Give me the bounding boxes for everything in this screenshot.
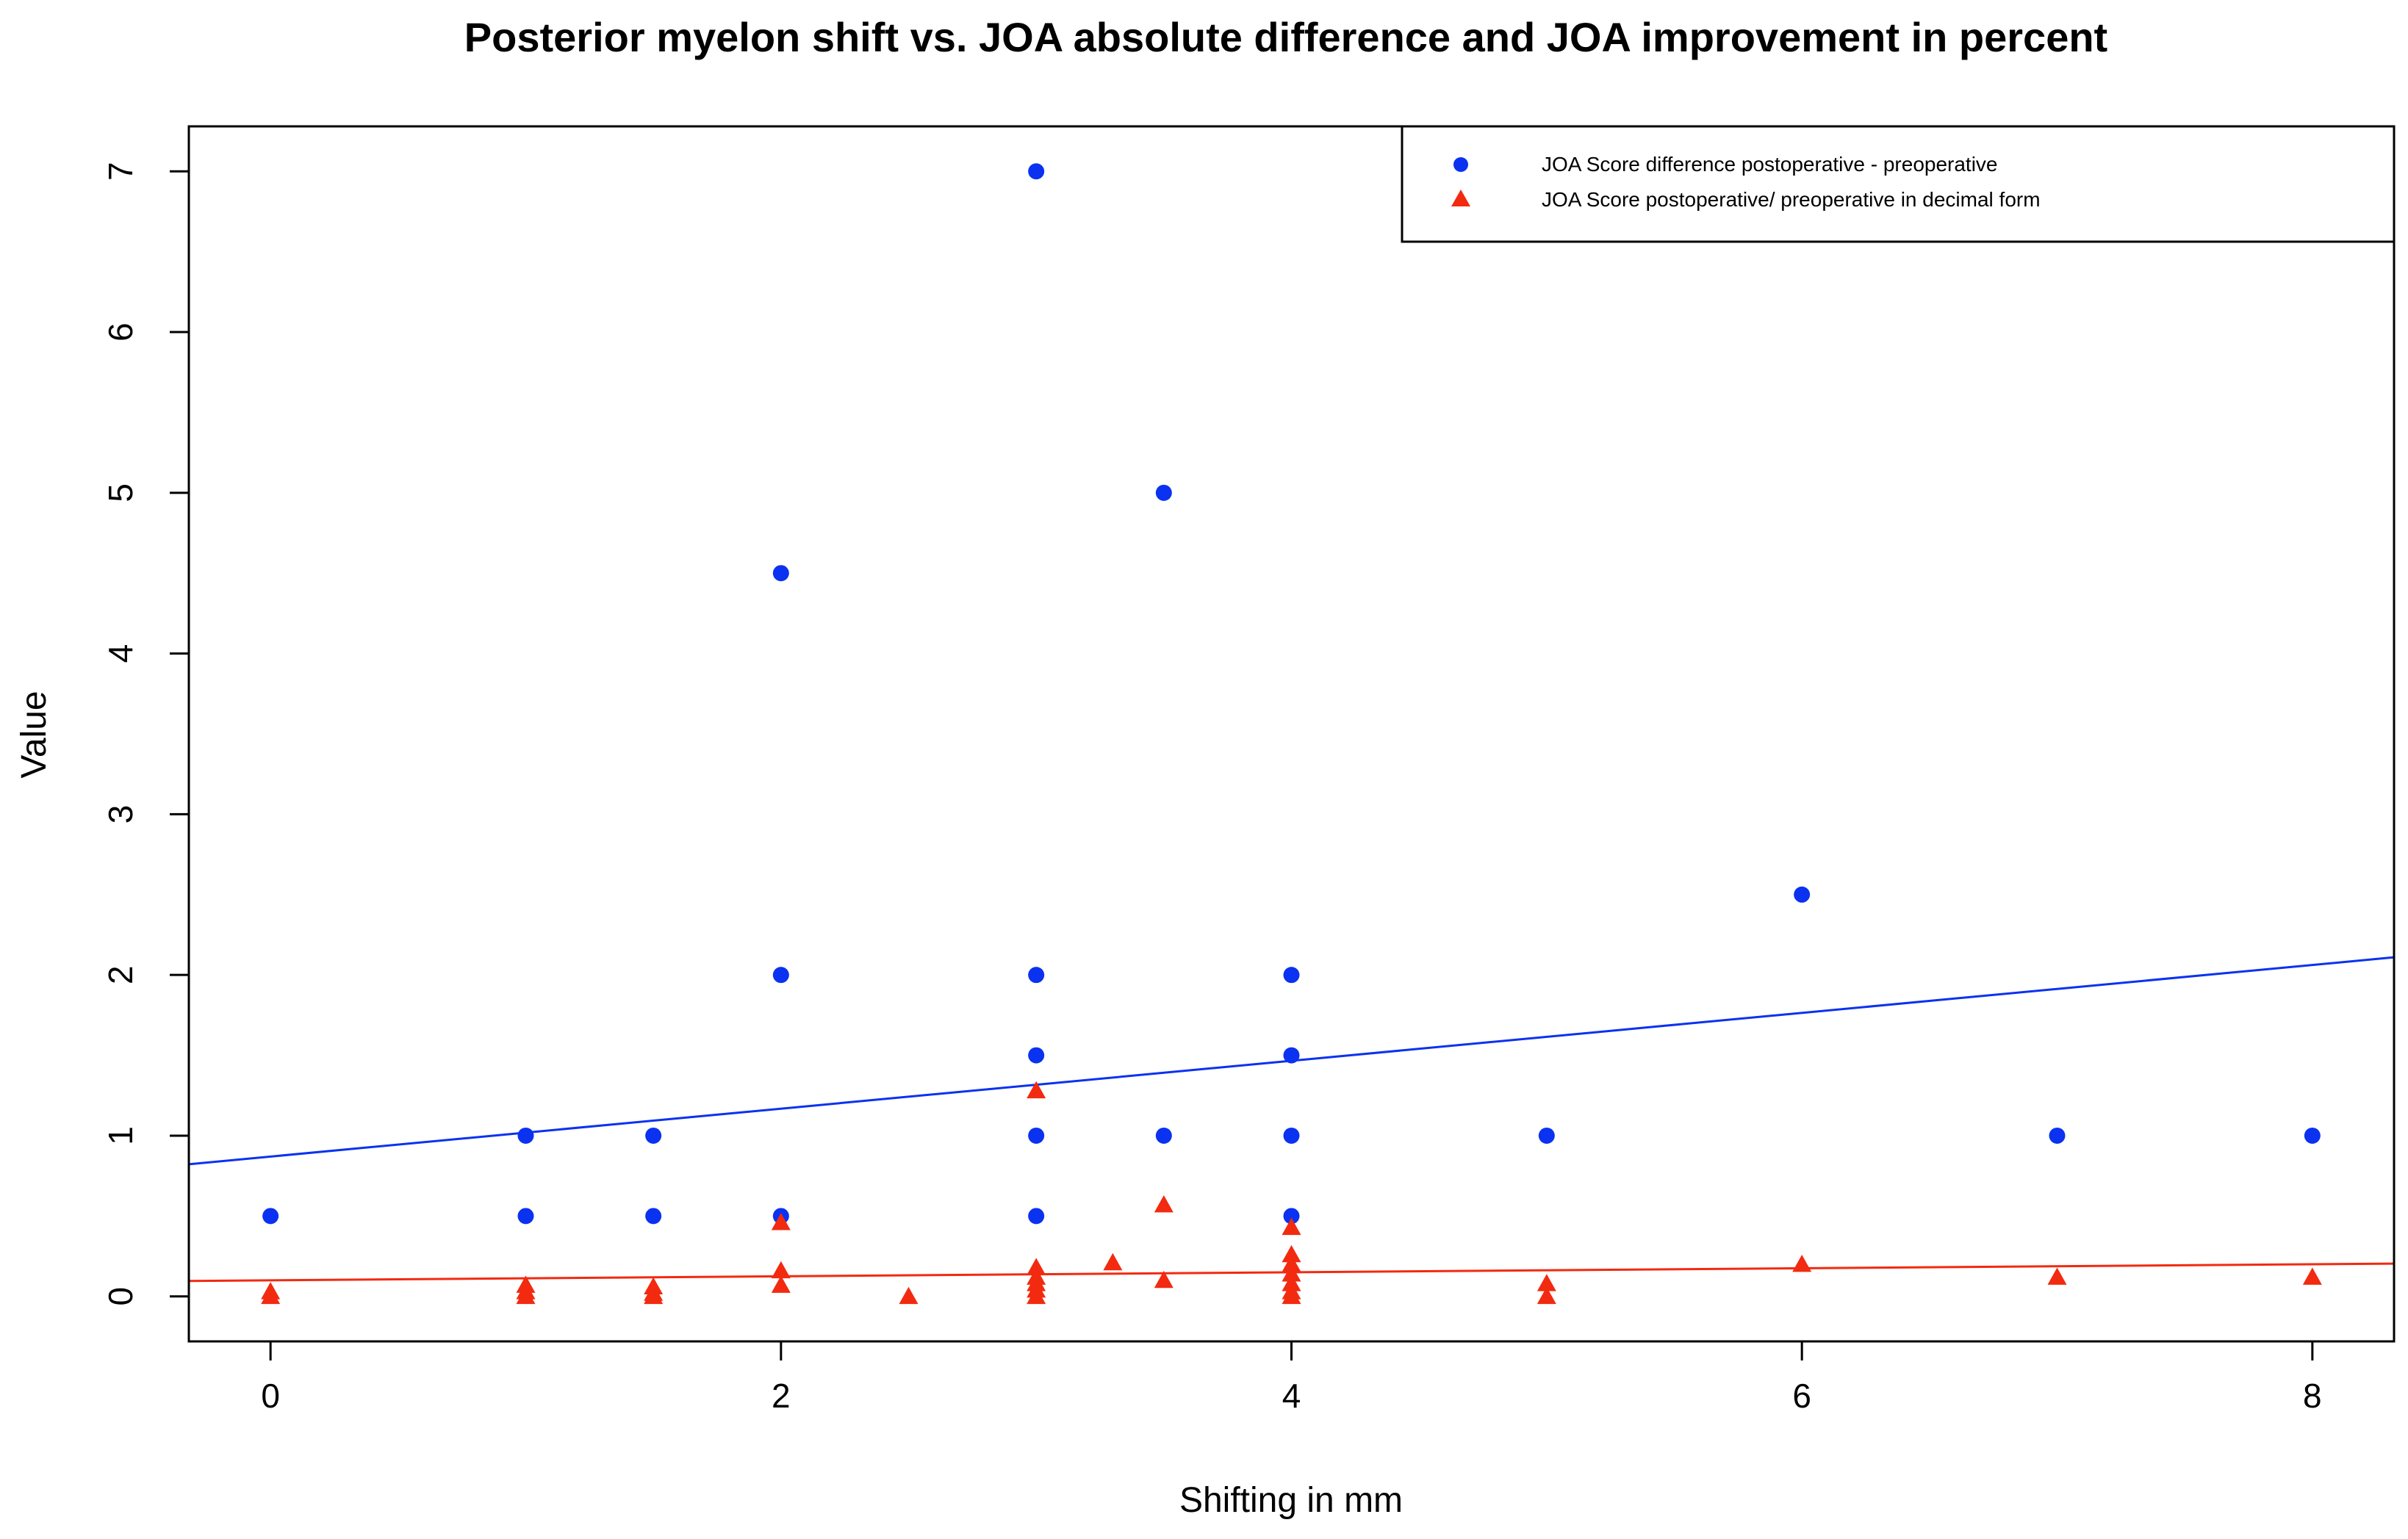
data-point-difference — [2049, 1127, 2066, 1144]
data-point-ratio — [1154, 1270, 1174, 1288]
y-axis-label: Value — [15, 691, 54, 778]
data-point-ratio — [261, 1286, 281, 1305]
data-point-difference — [772, 967, 789, 984]
data-point-ratio — [644, 1286, 664, 1305]
data-point-difference — [1283, 1127, 1300, 1144]
data-point-ratio — [1027, 1286, 1046, 1305]
data-point-difference — [1028, 967, 1045, 984]
legend: JOA Score difference postoperative - pre… — [1401, 125, 2396, 243]
y-tick-label: 2 — [101, 965, 140, 984]
y-tick-label: 7 — [101, 162, 140, 181]
data-point-ratio — [1282, 1264, 1301, 1282]
data-point-difference — [1028, 1047, 1045, 1064]
y-tick-label: 4 — [101, 644, 140, 663]
data-point-ratio — [1282, 1286, 1301, 1305]
data-point-difference — [1028, 1127, 1045, 1144]
legend-marker-circle — [1453, 157, 1468, 172]
data-point-difference — [1283, 1047, 1300, 1064]
legend-label-difference: JOA Score difference postoperative - pre… — [1542, 153, 1998, 176]
y-tick-label: 0 — [101, 1287, 140, 1306]
data-point-ratio — [1282, 1244, 1301, 1263]
data-point-ratio — [1103, 1253, 1123, 1271]
data-point-ratio — [1027, 1081, 1046, 1099]
data-point-ratio — [771, 1261, 791, 1279]
x-tick-label: 0 — [261, 1377, 280, 1415]
data-point-ratio — [1537, 1274, 1556, 1291]
data-point-difference — [1028, 163, 1045, 180]
data-point-difference — [645, 1127, 662, 1144]
data-point-difference — [1538, 1127, 1555, 1144]
legend-box — [1401, 125, 2396, 243]
data-point-ratio — [1537, 1286, 1556, 1305]
data-point-ratio — [1282, 1254, 1301, 1272]
data-point-difference — [1155, 1127, 1172, 1144]
data-point-ratio — [2047, 1267, 2067, 1285]
data-point-ratio — [899, 1286, 919, 1305]
data-point-ratio — [1027, 1258, 1046, 1275]
data-point-difference — [2304, 1127, 2321, 1144]
data-point-ratio — [771, 1213, 791, 1230]
y-tick-label: 1 — [101, 1126, 140, 1145]
data-point-ratio — [1792, 1254, 1812, 1272]
x-tick-label: 8 — [2303, 1377, 2322, 1415]
legend-marker-triangle — [1451, 190, 1470, 206]
data-point-difference — [645, 1208, 662, 1225]
data-point-difference — [517, 1127, 534, 1144]
data-point-difference — [262, 1208, 279, 1225]
data-point-difference — [1155, 484, 1172, 501]
data-point-ratio — [1154, 1195, 1174, 1213]
x-tick-label: 6 — [1792, 1377, 1811, 1415]
y-tick-label: 5 — [101, 483, 140, 502]
x-axis-label: Shifting in mm — [1179, 1481, 1403, 1520]
data-point-difference — [1283, 1208, 1300, 1225]
data-point-ratio — [516, 1286, 536, 1305]
data-point-difference — [517, 1208, 534, 1225]
data-point-difference — [1283, 967, 1300, 984]
x-tick-label: 2 — [772, 1377, 791, 1415]
data-point-ratio — [771, 1275, 791, 1293]
data-point-difference — [772, 565, 789, 582]
data-point-ratio — [2302, 1267, 2322, 1285]
data-point-ratio — [1282, 1217, 1301, 1236]
chart-title: Posterior myelon shift vs. JOA absolute … — [464, 14, 2107, 60]
data-point-difference — [1028, 1208, 1045, 1225]
data-point-difference — [1794, 886, 1811, 903]
y-tick-label: 6 — [101, 322, 140, 342]
legend-label-ratio: JOA Score postoperative/ preoperative in… — [1542, 188, 2041, 211]
y-tick-label: 3 — [101, 805, 140, 824]
x-tick-label: 4 — [1282, 1377, 1301, 1415]
